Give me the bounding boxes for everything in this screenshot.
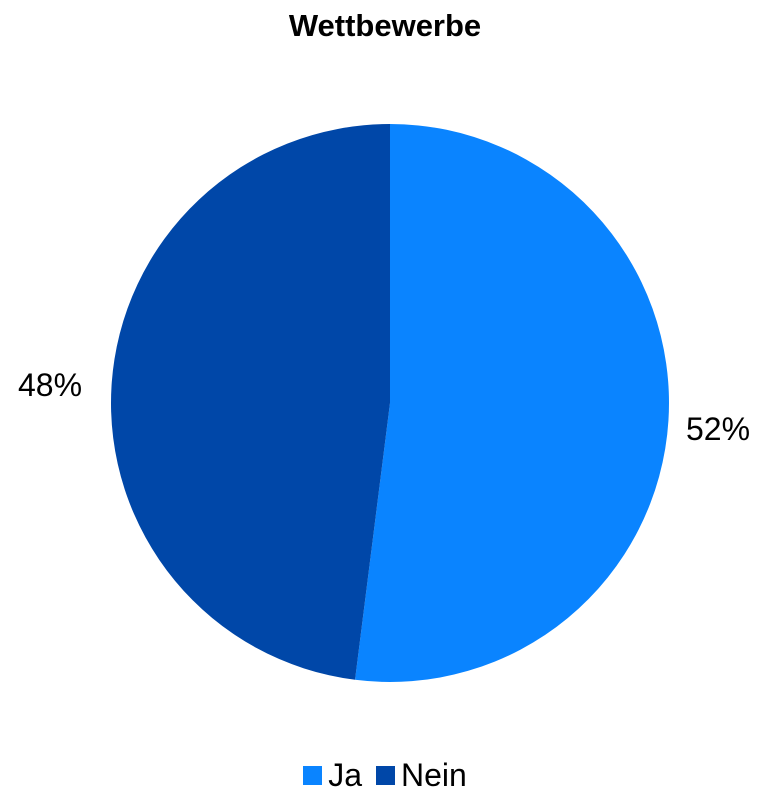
legend-item-nein: Nein [375, 757, 467, 794]
legend-label-nein: Nein [400, 757, 467, 793]
legend-swatch-nein [375, 766, 395, 785]
pie-chart: 52% 48% [18, 124, 750, 682]
legend-item-ja: Ja [303, 757, 362, 794]
legend: Ja Nein [0, 757, 770, 794]
legend-label-ja: Ja [328, 757, 362, 793]
slice-label-ja: 52% [686, 411, 750, 447]
chart-title: Wettbewerbe [288, 8, 482, 43]
pie-slice-ja [355, 124, 669, 682]
slice-label-nein: 48% [18, 367, 82, 403]
legend-swatch-ja [303, 766, 323, 785]
pie-slice-nein [110, 124, 391, 680]
